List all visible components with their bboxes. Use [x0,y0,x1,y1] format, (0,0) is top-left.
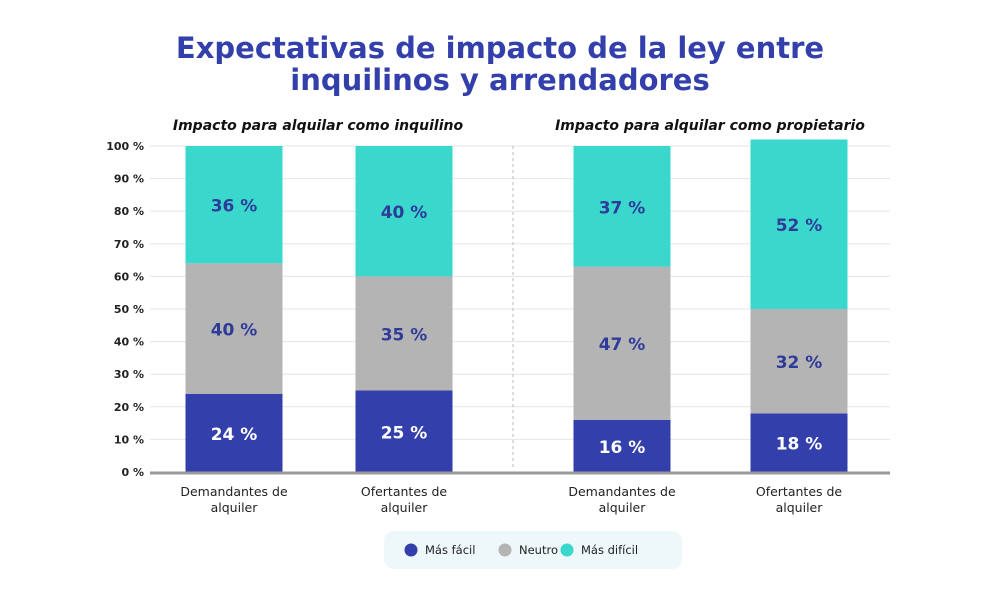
data-label: 16 % [599,438,646,458]
y-tick-label: 60 % [114,270,144,283]
bar-segment [573,146,671,267]
data-label: 18 % [776,435,823,455]
y-tick-label: 80 % [114,205,144,218]
bar-segment [750,139,848,309]
y-tick-label: 20 % [114,401,144,414]
bar-segment [185,263,283,394]
bar-segment [750,413,848,472]
bar-segment [355,390,453,472]
legend-label: Neutro [519,543,558,557]
data-label: 52 % [776,216,823,236]
data-label: 24 % [211,425,258,445]
bar-segment [573,266,671,420]
x-category-label: Ofertantes de [361,484,448,499]
y-tick-label: 40 % [114,336,144,349]
data-label: 36 % [211,197,258,217]
data-label: 40 % [211,321,258,341]
chart-title-line-2: inquilinos y arrendadores [290,63,709,97]
bar-segment [750,309,848,414]
x-category-label: Ofertantes de [756,484,843,499]
bar-segment [185,146,283,264]
y-tick-label: 100 % [106,140,144,153]
data-label: 40 % [381,203,428,223]
legend-label: Más fácil [425,543,475,557]
y-tick-label: 0 % [121,466,144,479]
bar-segment [355,146,453,277]
x-category-label: Demandantes de [568,484,676,499]
legend-swatch [560,543,574,557]
x-category-label: Demandantes de [180,484,288,499]
data-label: 37 % [599,198,646,218]
legend-label: Más difícil [581,543,638,557]
data-label: 25 % [381,423,428,443]
y-tick-label: 30 % [114,368,144,381]
y-tick-label: 90 % [114,173,144,186]
x-category-label: alquiler [381,500,429,515]
x-category-label: alquiler [211,500,259,515]
data-label: 47 % [599,335,646,355]
bar-segment [573,419,671,472]
y-tick-label: 50 % [114,303,144,316]
bar-segment [185,393,283,472]
bar-segment [355,276,453,391]
panel-subtitle-propietario: Impacto para alquilar como propietario [555,118,865,134]
data-label: 35 % [381,325,428,345]
y-tick-label: 70 % [114,238,144,251]
panel-subtitle-inquilino: Impacto para alquilar como inquilino [173,118,464,134]
y-tick-label: 10 % [114,433,144,446]
legend: Más fácil Neutro Más difícil [384,531,682,569]
legend-swatch [404,543,418,557]
data-label: 32 % [776,353,823,373]
x-category-label: alquiler [599,500,647,515]
chart-title-line-1: Expectativas de impacto de la ley entre [176,31,824,65]
x-category-label: alquiler [776,500,824,515]
legend-swatch [498,543,512,557]
